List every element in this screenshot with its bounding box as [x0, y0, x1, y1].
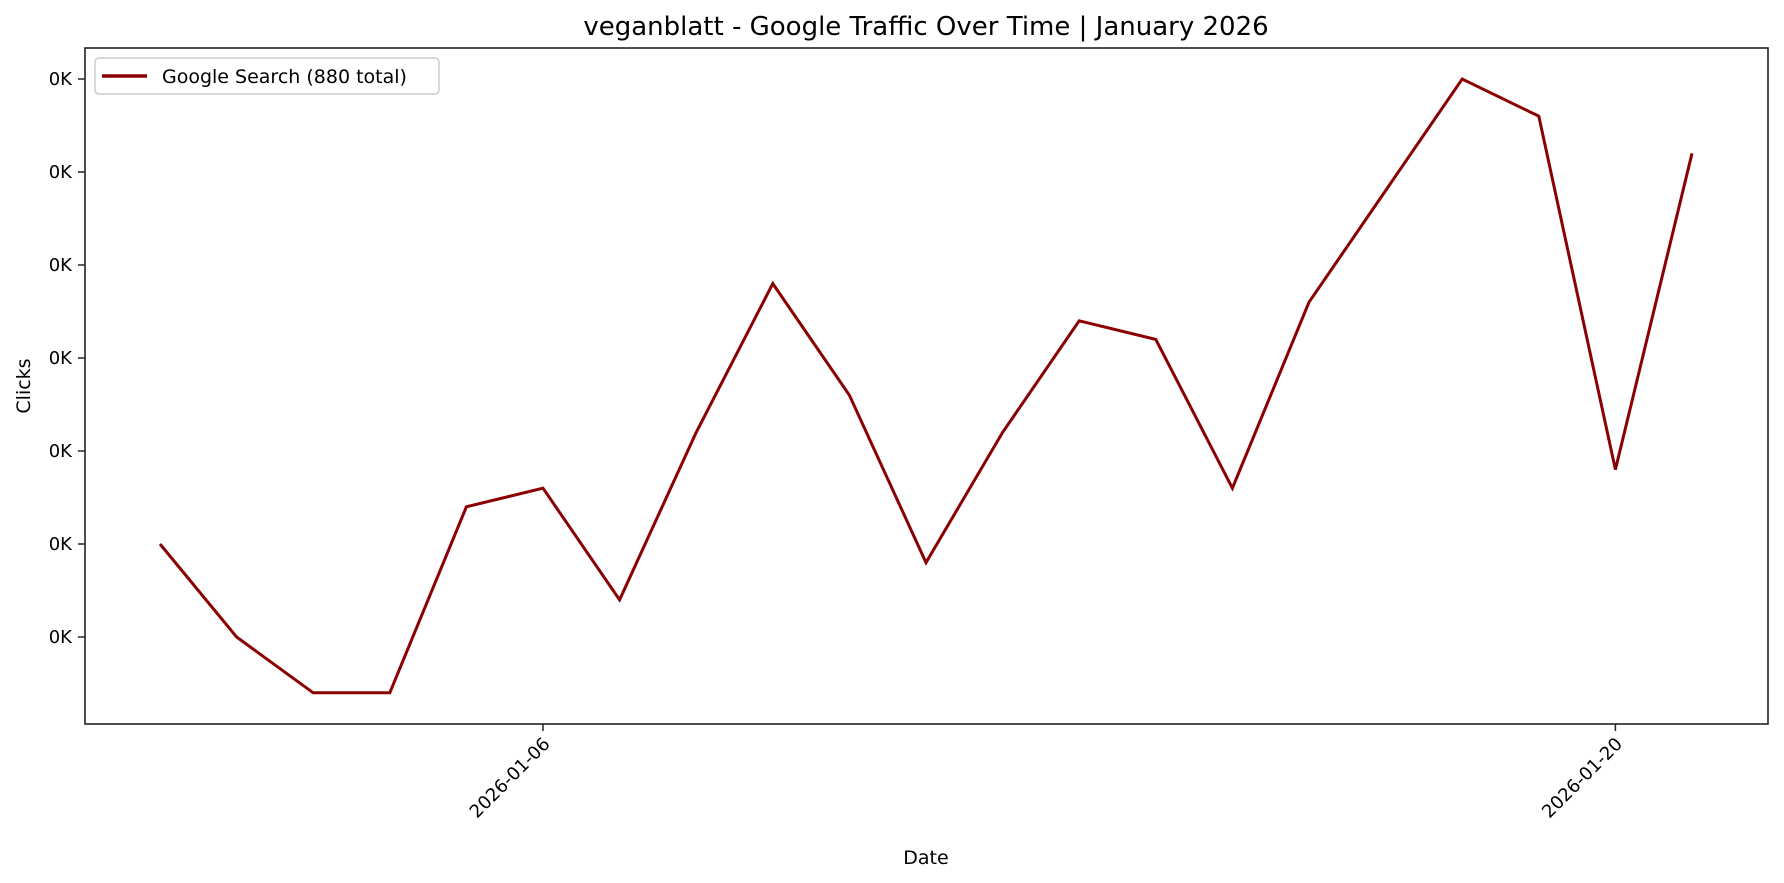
y-tick-label: 0K [49, 534, 73, 555]
x-axis-ticks: 2026-01-06 2026-01-20 [466, 724, 1627, 823]
plot-frame [84, 47, 1769, 725]
y-axis-label: Clicks [13, 358, 35, 413]
legend-box [94, 57, 440, 95]
x-axis-label: Date [903, 847, 948, 869]
google-search-line [158, 77, 1694, 695]
y-axis-ticks: 0K 0K 0K 0K 0K 0K 0K [49, 69, 85, 648]
y-tick-label: 0K [49, 348, 73, 369]
legend: Google Search (880 total) [94, 57, 440, 95]
x-tick-label: 2026-01-06 [466, 734, 555, 823]
y-tick-label: 0K [49, 162, 73, 183]
y-tick-label: 0K [49, 69, 73, 90]
chart-title: veganblatt - Google Traffic Over Time | … [583, 12, 1268, 42]
y-tick-label: 0K [49, 255, 73, 276]
y-tick-label: 0K [49, 627, 73, 648]
legend-label: Google Search (880 total) [162, 66, 407, 88]
y-tick-label: 0K [49, 441, 73, 462]
x-tick-label: 2026-01-20 [1538, 734, 1627, 823]
